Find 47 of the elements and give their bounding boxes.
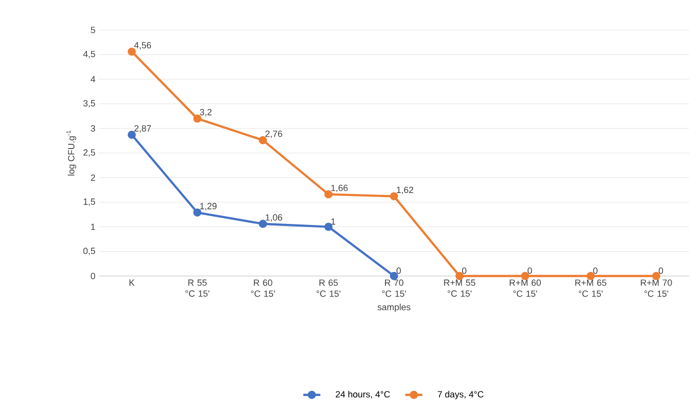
y-tick-label: 1,5	[84, 198, 96, 206]
data-label: 1,66	[331, 184, 348, 192]
data-label: 1	[331, 218, 336, 225]
x-tick-label: R 70 °C 15'	[382, 280, 406, 297]
point	[324, 190, 333, 198]
point	[193, 208, 202, 217]
data-label: 1,29	[200, 202, 217, 210]
y-tick-label: 3	[90, 125, 96, 132]
legend-label: 24 hours, 4°C	[336, 390, 390, 399]
point	[258, 136, 267, 144]
point	[390, 192, 398, 200]
y-tick-label: 5	[90, 26, 96, 34]
legend-label: 7 days, 4°C	[438, 390, 484, 400]
x-tick-label: R+M 60 °C 15'	[510, 280, 541, 297]
data-label: 4,56	[134, 42, 152, 50]
x-tick-label: R+M 55 °C 15'	[444, 280, 476, 297]
x-tick-label: K	[130, 280, 135, 286]
point	[324, 222, 333, 231]
data-label: 1,62	[396, 186, 414, 194]
point	[128, 130, 136, 139]
x-tick-label: R 60 °C 15'	[251, 280, 275, 297]
data-label: 1,06	[266, 214, 282, 222]
data-label: 0	[658, 267, 664, 274]
y-tick-label: 4,5	[83, 50, 96, 58]
point	[193, 114, 202, 123]
y-tick-label: 4	[90, 76, 96, 82]
y-tick-label: 2	[90, 174, 96, 181]
x-tick-label: R+M 70 °C 15'	[640, 280, 672, 297]
point	[128, 48, 136, 56]
x-tick-label: R 55 °C 15'	[186, 280, 210, 297]
point	[258, 220, 267, 228]
y-tick-label: 1	[91, 224, 96, 230]
data-label: 0	[396, 267, 401, 274]
data-label: 0	[462, 267, 466, 274]
y-tick-label: 0,5	[83, 248, 96, 256]
x-tick-label: R 65 °C 15'	[316, 280, 340, 297]
y-axis-title: log CFU.g$^{-1}$	[66, 130, 76, 176]
y-tick-label: 2,5	[83, 149, 96, 157]
x-tick-label: R+M 65 °C 15'	[575, 280, 606, 297]
y-tick-label: 3,5	[83, 100, 96, 108]
data-label: 0	[593, 267, 598, 274]
data-label: 0	[528, 267, 532, 274]
data-label: 3,2	[200, 108, 212, 116]
data-label: 2,87	[134, 125, 151, 133]
data-label: 2,76	[266, 130, 282, 138]
y-tick-label: 0	[90, 272, 96, 280]
x-axis-title: samples	[378, 304, 410, 312]
